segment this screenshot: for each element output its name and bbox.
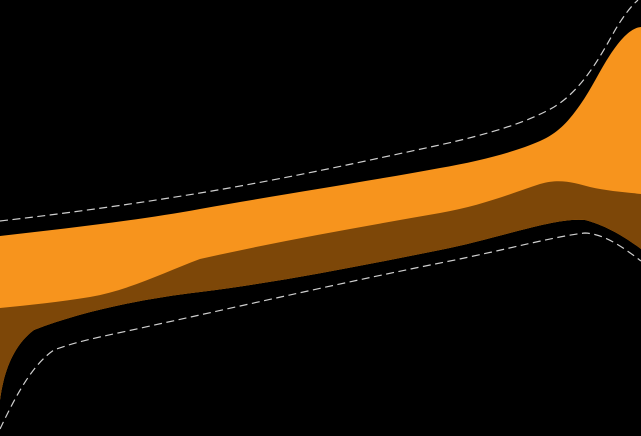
cutout-edge-bottom	[0, 232, 641, 430]
bone-shadow-shape	[0, 181, 641, 400]
cutout-edge-top	[0, 0, 639, 222]
bone-body-shape	[0, 27, 641, 400]
